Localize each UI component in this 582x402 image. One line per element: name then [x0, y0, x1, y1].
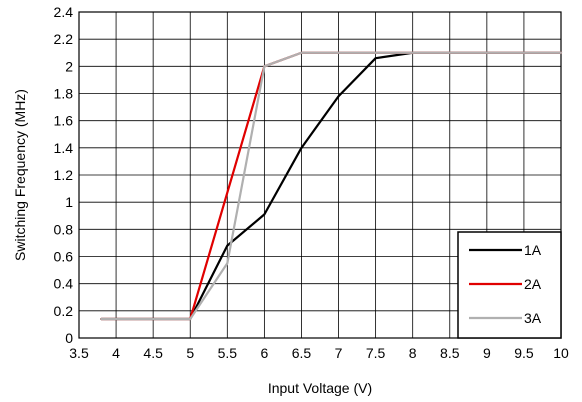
x-tick-label: 4.5 [143, 345, 163, 361]
x-tick-label: 5.5 [218, 345, 238, 361]
legend: 1A 2A 3A [457, 231, 562, 339]
plot-area [78, 11, 562, 339]
y-tick-label: 0.8 [54, 221, 74, 237]
x-axis-title: Input Voltage (V) [268, 380, 372, 396]
y-tick-label: 1.8 [54, 86, 74, 102]
y-tick-label: 1.4 [54, 140, 74, 156]
y-axis-ticks: 0 0.2 0.4 0.6 0.8 1 1.2 1.4 1.6 1.8 2 2.2 2.4 [54, 4, 74, 346]
x-tick-label: 8 [409, 345, 417, 361]
x-tick-label: 8.5 [440, 345, 460, 361]
series-line-3a [100, 51, 563, 321]
y-axis-title: Switching Frequency (MHz) [12, 89, 28, 261]
series-lines [100, 51, 563, 321]
y-tick-label: 2.2 [54, 31, 74, 47]
y-tick-label: 0 [65, 330, 73, 346]
legend-label-2a: 2A [524, 276, 542, 292]
x-tick-label: 9.5 [514, 345, 534, 361]
x-axis-ticks: 3.5 4 4.5 5 5.5 6 6.5 7 7.5 8 8.5 9 9.5 10 [69, 345, 569, 361]
x-tick-label: 6.5 [292, 345, 312, 361]
x-tick-label: 7.5 [366, 345, 386, 361]
y-tick-label: 1 [65, 194, 73, 210]
y-tick-label: 1.2 [54, 167, 74, 183]
y-tick-label: 0.4 [54, 276, 74, 292]
x-tick-label: 5 [186, 345, 194, 361]
x-tick-label: 4 [112, 345, 120, 361]
legend-label-1a: 1A [524, 242, 542, 258]
y-tick-label: 0.2 [54, 303, 74, 319]
y-tick-label: 1.6 [54, 113, 74, 129]
x-tick-label: 6 [260, 345, 268, 361]
x-tick-label: 7 [335, 345, 343, 361]
y-tick-label: 0.6 [54, 249, 74, 265]
y-tick-label: 2 [65, 58, 73, 74]
legend-label-3a: 3A [524, 310, 542, 326]
x-tick-label: 3.5 [69, 345, 89, 361]
x-tick-label: 9 [483, 345, 491, 361]
x-tick-label: 10 [553, 345, 569, 361]
y-tick-label: 2.4 [54, 4, 74, 20]
